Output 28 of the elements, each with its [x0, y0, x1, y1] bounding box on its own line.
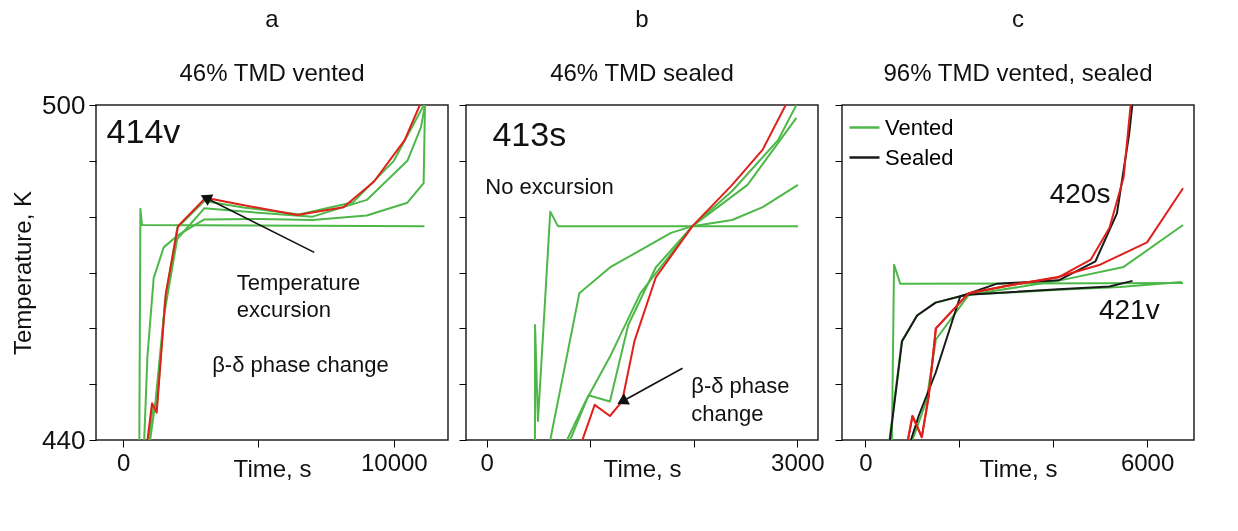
- y-axis-title: Temperature, K: [9, 190, 37, 356]
- chart-title: b: [635, 4, 649, 32]
- annotation: 421v: [1098, 294, 1160, 326]
- x-axis-title: Time, s: [233, 454, 312, 482]
- annotation: No excursion: [485, 174, 614, 200]
- chart-title: a: [265, 5, 280, 32]
- x-axis-title: Time, s: [603, 454, 682, 482]
- x-tick-label: 6000: [1120, 448, 1175, 476]
- x-tick-label: 0: [116, 448, 131, 476]
- chart-subtitle: 46% TMD sealed: [550, 58, 734, 86]
- annotation: Temperature excursion: [236, 269, 361, 323]
- annotation: β-δ phase change: [212, 351, 389, 377]
- x-tick-label: 0: [859, 448, 873, 476]
- x-tick-label: 0: [480, 448, 494, 476]
- y-tick-label: 440: [42, 424, 86, 455]
- legend-label: Sealed: [885, 144, 954, 170]
- annotation: 413s: [492, 115, 567, 154]
- annotation: 420s: [1049, 178, 1111, 210]
- annotation: β-δ phase change: [691, 373, 790, 426]
- annotation: 414v: [106, 112, 181, 151]
- y-tick-label: 500: [42, 89, 86, 120]
- legend-label: Vented: [885, 114, 954, 140]
- chart-subtitle: 46% TMD vented: [179, 59, 365, 86]
- x-tick-label: 3000: [771, 448, 825, 476]
- x-tick-label: 10000: [360, 448, 428, 476]
- chart-title: c: [1012, 4, 1024, 32]
- chart-subtitle: 96% TMD vented, sealed: [883, 58, 1153, 86]
- x-axis-title: Time, s: [979, 454, 1058, 482]
